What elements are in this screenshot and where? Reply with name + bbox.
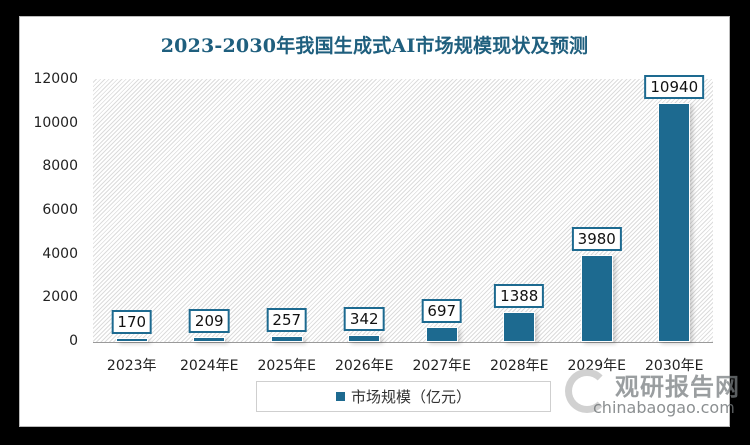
watermark-logo-icon	[565, 369, 609, 413]
data-label: 1388	[494, 283, 545, 308]
y-tick-label: 0	[69, 333, 78, 349]
bar	[193, 337, 226, 342]
bar	[115, 338, 148, 342]
x-axis-line	[93, 342, 713, 343]
x-tick-label: 2028年E	[490, 358, 549, 374]
x-tick-label: 2024年E	[180, 358, 239, 374]
x-tick-label: 2025年E	[257, 358, 316, 374]
watermark-en: chinabaogao.com	[593, 398, 735, 417]
legend-label: 市场规模（亿元）	[350, 388, 471, 406]
x-tick-label: 2030年E	[645, 358, 704, 374]
legend-swatch	[335, 392, 345, 401]
y-tick-label: 4000	[42, 245, 78, 262]
data-label: 257	[266, 308, 308, 333]
y-tick-label: 6000	[42, 202, 78, 218]
bar	[658, 103, 691, 342]
y-tick-label: 10000	[33, 114, 78, 131]
data-label: 209	[188, 309, 230, 334]
legend: 市场规模（亿元）	[256, 381, 551, 412]
y-tick-label: 2000	[42, 289, 78, 306]
bar	[270, 336, 303, 342]
plot-area	[93, 79, 713, 342]
watermark-cn: 观研报告网	[615, 373, 740, 401]
x-tick-label: 2026年E	[335, 358, 394, 374]
data-label: 10940	[644, 75, 705, 100]
data-label: 697	[421, 298, 463, 323]
chart-panel: 2023-2030年我国生成式AI市场规模现状及预测 0 2000 4000 6000…	[19, 16, 739, 427]
bar	[580, 255, 613, 342]
watermark: 观研报告网 chinabaogao.com	[565, 367, 745, 422]
x-tick-label: 2027年E	[412, 358, 471, 374]
data-label: 342	[343, 306, 385, 331]
y-tick-label: 8000	[42, 158, 78, 175]
bar	[425, 326, 458, 342]
x-tick-label: 2023年	[106, 358, 157, 374]
bar	[503, 311, 536, 342]
data-label: 170	[111, 310, 153, 335]
data-label: 3980	[571, 227, 622, 252]
chart-title: 2023-2030年我国生成式AI市场规模现状及预测	[160, 35, 589, 57]
y-tick-label: 12000	[33, 71, 78, 87]
bar	[348, 334, 381, 342]
